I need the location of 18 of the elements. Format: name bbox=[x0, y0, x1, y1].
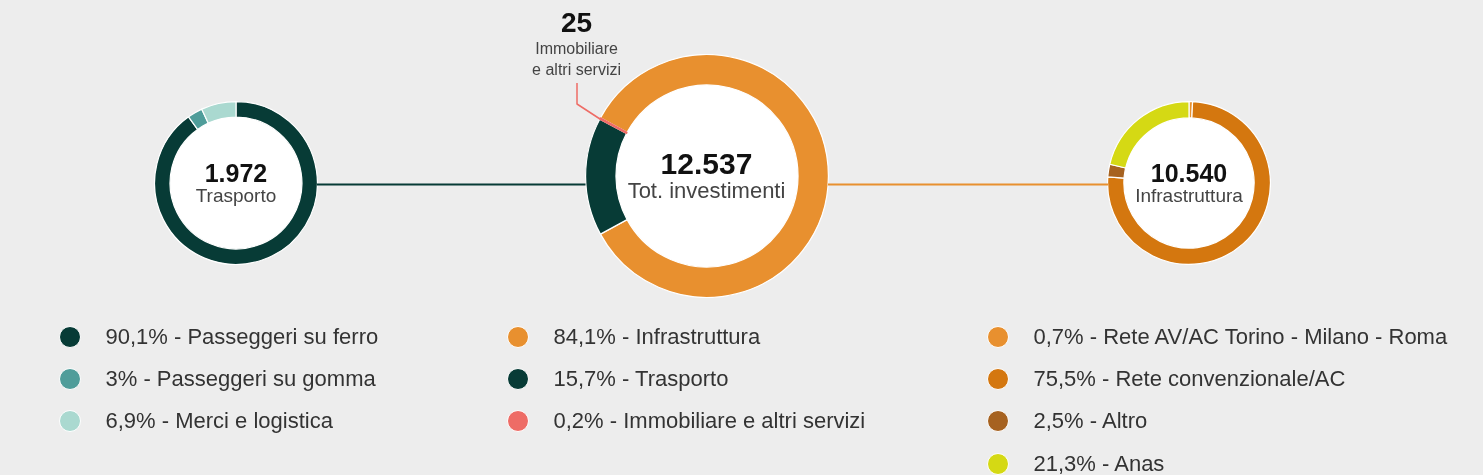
legend-label: 84,1% - Infrastruttura bbox=[553, 324, 761, 350]
legend-label: 21,3% - Anas bbox=[1033, 450, 1165, 475]
legend-label: 15,7% - Trasporto bbox=[553, 366, 729, 393]
legend-label: 0,7% - Rete AV/AC Torino - Milano - Roma bbox=[1033, 324, 1448, 350]
legend-label: 6,9% - Merci e logistica bbox=[105, 408, 333, 435]
text: 12.537 bbox=[659, 147, 754, 181]
legend-label: 75,5% - Rete convenzionale/AC bbox=[1033, 366, 1346, 393]
legend-label: 2,5% - Altro bbox=[1033, 408, 1148, 435]
text: 10.540 bbox=[1149, 158, 1229, 187]
legend-label: 3% - Passeggeri su gomma bbox=[105, 366, 376, 393]
text: Immobiliare e altri servizi bbox=[532, 39, 622, 78]
legend-label: 90,1% - Passeggeri su ferro bbox=[105, 324, 379, 350]
text: Infrastruttura bbox=[1135, 184, 1243, 206]
text: 1.972 bbox=[203, 158, 269, 187]
text: Trasporto bbox=[195, 184, 277, 206]
legend-label: 0,2% - Immobiliare e altri servizi bbox=[553, 408, 866, 435]
text: Tot. investimenti bbox=[627, 178, 786, 204]
text: 25 bbox=[560, 6, 593, 38]
